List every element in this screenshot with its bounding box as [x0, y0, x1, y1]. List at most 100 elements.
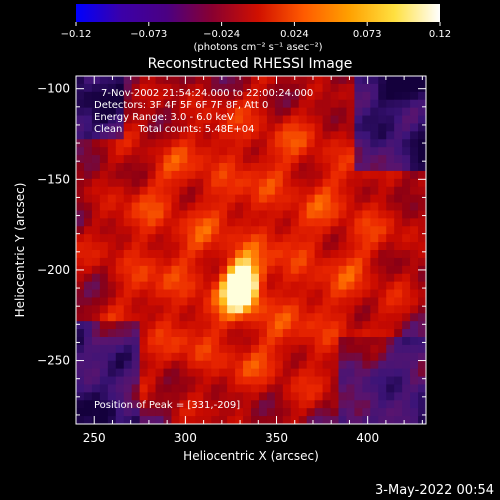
heatmap-cell: [195, 163, 204, 172]
heatmap-cell: [195, 360, 204, 370]
heatmap-cell: [243, 99, 252, 109]
heatmap-cell: [258, 273, 268, 283]
heatmap-cell: [235, 163, 244, 172]
heatmap-cell: [394, 352, 403, 362]
heatmap-cell: [338, 416, 348, 424]
heatmap-cell: [258, 305, 268, 314]
heatmap-cell: [203, 384, 212, 393]
heatmap-cell: [227, 194, 236, 204]
heatmap-cell: [346, 170, 355, 180]
heatmap-cell: [338, 155, 348, 164]
heatmap-cell: [330, 273, 340, 283]
heatmap-cell: [235, 107, 244, 117]
heatmap-cell: [394, 178, 403, 188]
heatmap-cell: [251, 360, 260, 370]
heatmap-cell: [346, 99, 355, 109]
colorbar-tick-label: 0.12: [429, 29, 451, 40]
heatmap-cell: [338, 131, 348, 140]
heatmap-cell: [203, 242, 212, 251]
heatmap-cell: [227, 360, 236, 370]
heatmap-cell: [195, 297, 204, 306]
heatmap-cell: [83, 115, 93, 125]
heatmap-cell: [322, 202, 332, 212]
heatmap-cell: [330, 360, 340, 370]
heatmap-cell: [131, 76, 141, 85]
heatmap-cell: [123, 210, 133, 219]
heatmap-cell: [402, 234, 411, 243]
heatmap-cell: [187, 115, 196, 125]
heatmap-cell: [298, 123, 308, 132]
heatmap-cell: [179, 329, 188, 338]
heatmap-cell: [91, 313, 101, 322]
heatmap-cell: [155, 178, 165, 188]
heatmap-cell: [83, 210, 93, 219]
heatmap-cell: [107, 115, 117, 125]
heatmap-cell: [179, 139, 188, 148]
heatmap-cell: [306, 218, 316, 227]
heatmap-cell: [322, 218, 332, 227]
heatmap-cell: [330, 123, 340, 132]
heatmap-cell: [219, 123, 228, 132]
heatmap-cell: [115, 115, 125, 125]
heatmap-cell: [306, 360, 316, 370]
heatmap-cell: [195, 170, 204, 180]
heatmap-cell: [219, 226, 228, 235]
heatmap-cell: [370, 281, 379, 291]
heatmap-cell: [402, 352, 411, 362]
heatmap-cell: [187, 376, 196, 386]
heatmap-cell: [155, 155, 165, 164]
heatmap-cell: [298, 376, 308, 386]
heatmap-cell: [115, 107, 125, 117]
heatmap-cell: [418, 368, 426, 378]
heatmap-cell: [147, 170, 157, 180]
heatmap-cell: [322, 337, 332, 346]
heatmap-cell: [139, 368, 149, 378]
heatmap-cell: [418, 226, 426, 235]
heatmap-cell: [322, 83, 332, 93]
heatmap-cell: [195, 344, 204, 354]
heatmap-cell: [370, 115, 379, 125]
heatmap-cell: [386, 210, 395, 219]
heatmap-cell: [402, 163, 411, 172]
heatmap-cell: [402, 218, 411, 227]
heatmap-cell: [370, 163, 379, 172]
heatmap-cell: [227, 83, 236, 93]
heatmap-cell: [243, 400, 252, 409]
heatmap-cell: [83, 384, 93, 393]
heatmap-cell: [195, 242, 204, 251]
heatmap-cell: [179, 210, 188, 219]
heatmap-cell: [394, 147, 403, 156]
heatmap-cell: [274, 115, 284, 125]
heatmap-cell: [282, 250, 292, 259]
heatmap-cell: [107, 99, 117, 109]
heatmap-cell: [362, 281, 371, 291]
heatmap-cell: [76, 408, 85, 417]
annotation-peak-position: Position of Peak = [331,-209]: [94, 400, 240, 411]
heatmap-cell: [195, 202, 204, 212]
heatmap-cell: [139, 107, 149, 117]
heatmap-cell: [203, 265, 212, 275]
heatmap-cell: [131, 155, 141, 164]
heatmap-cell: [354, 400, 363, 409]
heatmap-cell: [258, 186, 268, 196]
heatmap-cell: [107, 289, 117, 299]
heatmap-cell: [227, 99, 236, 109]
heatmap-cell: [99, 115, 109, 125]
heatmap-cell: [235, 218, 244, 227]
heatmap-cell: [266, 273, 276, 283]
heatmap-cell: [131, 384, 141, 393]
heatmap-cell: [306, 305, 316, 314]
heatmap-cell: [179, 234, 188, 243]
heatmap-cell: [378, 313, 387, 322]
heatmap-cell: [91, 210, 101, 219]
heatmap-cell: [195, 115, 204, 125]
heatmap-cell: [290, 305, 300, 314]
heatmap-cell: [147, 250, 157, 259]
heatmap-cell: [258, 155, 268, 164]
heatmap-cell: [266, 170, 276, 180]
heatmap-cell: [155, 170, 165, 180]
heatmap-cell: [91, 147, 101, 156]
heatmap-cell: [290, 289, 300, 299]
heatmap-cell: [83, 186, 93, 196]
heatmap-cell: [211, 281, 220, 291]
